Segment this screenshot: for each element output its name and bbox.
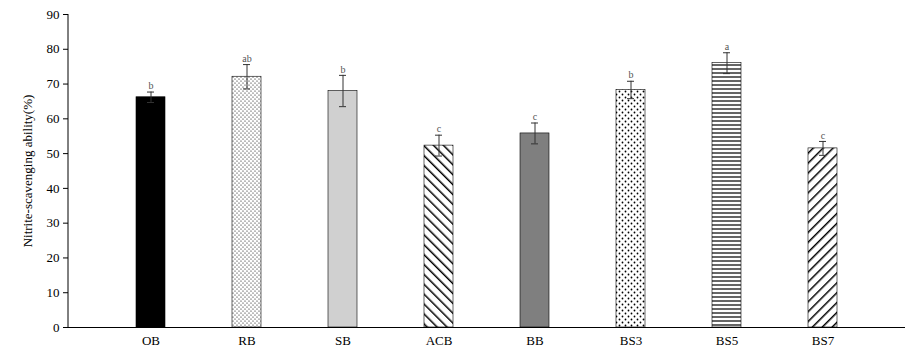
svg-text:80: 80 — [47, 41, 60, 56]
svg-text:0: 0 — [53, 320, 60, 335]
svg-text:BS5: BS5 — [716, 333, 738, 348]
svg-text:b: b — [629, 69, 634, 80]
svg-text:70: 70 — [47, 76, 60, 91]
svg-text:60: 60 — [47, 111, 60, 126]
svg-text:RB: RB — [238, 333, 256, 348]
svg-text:90: 90 — [47, 7, 60, 22]
svg-text:50: 50 — [47, 146, 60, 161]
svg-text:Nitrite-scavenging ability(%): Nitrite-scavenging ability(%) — [20, 95, 35, 248]
svg-text:BS3: BS3 — [620, 333, 642, 348]
svg-text:ACB: ACB — [426, 333, 453, 348]
svg-text:c: c — [533, 111, 538, 122]
svg-text:b: b — [341, 64, 346, 75]
svg-text:20: 20 — [47, 250, 60, 265]
svg-text:c: c — [821, 130, 826, 141]
svg-text:30: 30 — [47, 215, 60, 230]
svg-text:ab: ab — [242, 53, 251, 64]
svg-text:40: 40 — [47, 181, 60, 196]
svg-text:BS7: BS7 — [812, 333, 835, 348]
svg-text:a: a — [725, 41, 730, 52]
svg-text:10: 10 — [47, 285, 60, 300]
svg-text:c: c — [437, 123, 442, 134]
svg-text:BB: BB — [526, 333, 544, 348]
svg-text:SB: SB — [335, 333, 351, 348]
svg-text:b: b — [149, 80, 154, 91]
svg-text:OB: OB — [142, 333, 160, 348]
